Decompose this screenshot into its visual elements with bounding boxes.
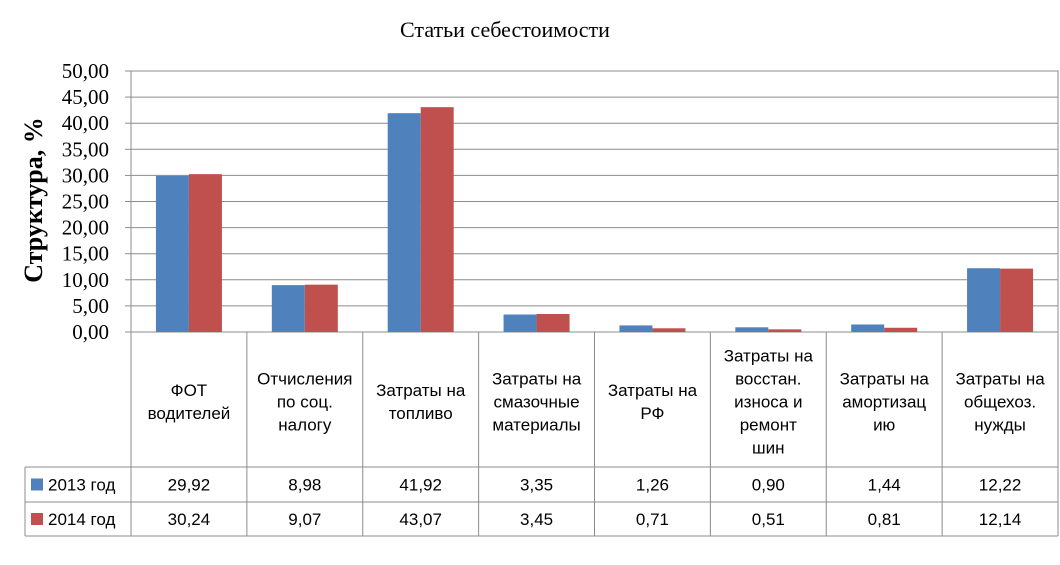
data-table-cell: 41,92 (399, 476, 442, 495)
bar-2013 (619, 325, 653, 332)
category-label: ФОТ водителей (148, 381, 231, 423)
y-tick-label: 30,00 (62, 163, 109, 187)
bar-2013 (387, 113, 421, 332)
y-tick-label: 5,00 (72, 294, 109, 318)
y-tick-label: 50,00 (62, 59, 109, 83)
data-table-cell: 30,24 (168, 510, 211, 529)
chart-title: Статьи себестоимости (400, 17, 610, 42)
bar-2014 (304, 284, 338, 332)
y-tick-label: 15,00 (62, 242, 109, 266)
data-table-cell: 29,92 (168, 476, 211, 495)
bar-2013 (503, 314, 537, 332)
data-table-cell: 0,81 (868, 510, 901, 529)
data-table-cell: 0,90 (752, 476, 785, 495)
legend-label: 2014 год (48, 510, 115, 529)
bar-2014 (420, 107, 454, 333)
data-table-cell: 1,44 (868, 476, 901, 495)
y-tick-label: 25,00 (62, 190, 109, 214)
bar-2014 (652, 328, 686, 332)
data-table-cell: 43,07 (399, 510, 442, 529)
data-table-cell: 9,07 (288, 510, 321, 529)
data-table-cell: 3,45 (520, 510, 553, 529)
category-label: Затраты на топливо (376, 381, 466, 423)
bar-2014 (188, 174, 222, 332)
y-tick-label: 45,00 (62, 85, 109, 109)
bar-2014 (1000, 268, 1034, 332)
legend-key-2014 (31, 513, 43, 525)
category-label: Затраты на общехоз. нужды (955, 370, 1045, 435)
bar-2013 (271, 285, 305, 332)
data-table-cell: 8,98 (288, 476, 321, 495)
bar-2013 (967, 268, 1001, 332)
category-label: Затраты на РФ (608, 381, 698, 423)
y-tick-label: 35,00 (62, 137, 109, 161)
y-tick-label: 10,00 (62, 268, 109, 292)
category-label: Затраты на амортизац ию (840, 370, 930, 435)
bar-2014 (768, 329, 802, 332)
data-table-cell: 12,14 (979, 510, 1022, 529)
bar-2014 (536, 313, 570, 332)
y-axis-label: Структура, % (19, 117, 48, 283)
bar-2013 (155, 175, 189, 332)
data-table-cell: 12,22 (979, 476, 1022, 495)
legend-label: 2013 год (48, 476, 115, 495)
category-label: Отчисления по соц. налогу (257, 370, 352, 435)
data-table-cell: 3,35 (520, 476, 553, 495)
bar-2014 (884, 327, 918, 332)
y-tick-label: 0,00 (72, 320, 109, 344)
category-label: Затраты на восстан. износа и ремонт шин (724, 347, 814, 458)
category-label: Затраты на смазочные материалы (492, 370, 582, 435)
bar-2013 (735, 327, 769, 332)
y-tick-label: 20,00 (62, 216, 109, 240)
data-table-cell: 0,71 (636, 510, 669, 529)
bar-2013 (851, 324, 885, 332)
data-table-cell: 1,26 (636, 476, 669, 495)
data-table-cell: 0,51 (752, 510, 785, 529)
y-tick-label: 40,00 (62, 111, 109, 135)
legend-key-2013 (31, 478, 43, 491)
